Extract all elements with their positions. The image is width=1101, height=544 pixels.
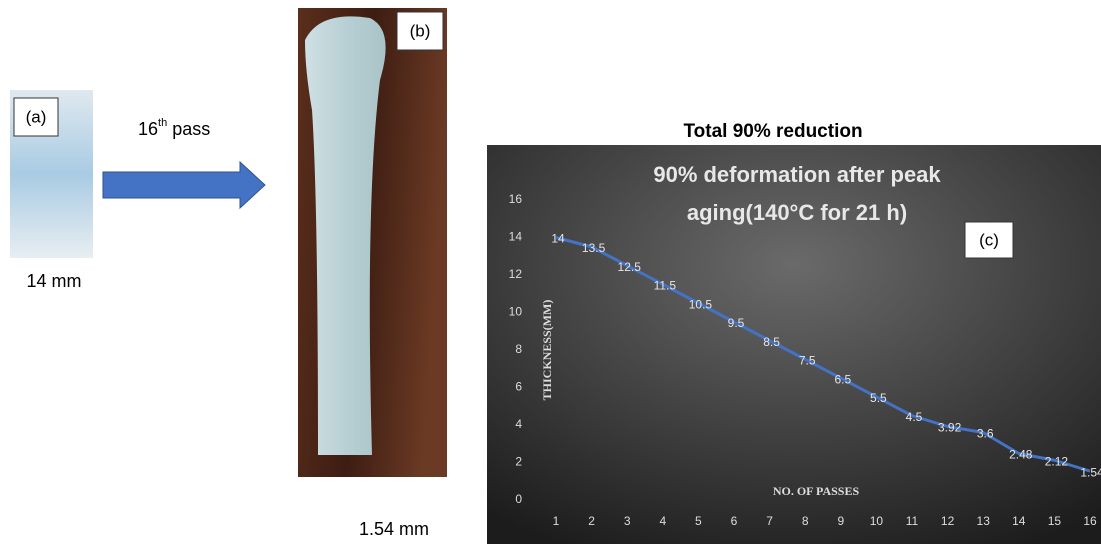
x-tick-label: 5 [695,514,702,528]
data-label: 7.5 [799,354,816,368]
data-label: 8.5 [763,335,780,349]
chart-title: 90% deformation after peak [653,162,941,187]
x-tick-label: 16 [1083,514,1097,528]
x-tick-label: 13 [977,514,991,528]
figure: (a) 14 mm 16th pass (b) 1.54 mm Total 90… [0,0,1101,544]
y-tick-label: 12 [509,267,523,281]
x-tick-label: 7 [766,514,773,528]
data-label: 9.5 [728,316,745,330]
x-tick-label: 11 [906,514,919,528]
x-tick-label: 14 [1012,514,1026,528]
data-label: 6.5 [834,372,851,386]
data-label: 5.5 [870,391,887,405]
size-label: 14 mm [26,271,81,291]
panel-label: (b) [410,21,431,40]
x-tick-label: 8 [802,514,809,528]
pass-text: pass [167,119,210,139]
superscript: th [158,117,167,129]
arrow-text: 16th pass [138,117,210,139]
data-label: 3.92 [938,421,962,435]
data-label: 3.6 [977,427,994,441]
data-label: 10.5 [689,297,713,311]
y-axis-label: THICKNESS(MM) [540,300,554,401]
y-tick-label: 2 [515,455,522,469]
data-label: 13.5 [582,241,606,255]
x-tick-label: 9 [837,514,844,528]
figure-title: Total 90% reduction [683,121,862,142]
data-label: 14 [551,232,565,246]
panel-label: (c) [979,230,999,249]
x-tick-label: 2 [588,514,595,528]
size-label: 1.54 mm [359,519,429,539]
arrow [103,162,265,208]
x-tick-label: 15 [1048,514,1062,528]
pass-number: 16 [138,119,158,139]
data-label: 2.48 [1009,448,1033,462]
data-label: 12.5 [618,260,642,274]
x-tick-label: 6 [731,514,738,528]
x-tick-label: 4 [659,514,666,528]
data-label: 1.54 [1080,465,1101,479]
y-tick-label: 6 [515,380,522,394]
chart: 90% deformation after peak aging(140°C f… [487,145,1101,544]
y-tick-label: 0 [515,492,522,506]
data-label: 2.12 [1045,454,1069,468]
x-tick-label: 12 [941,514,955,528]
data-label: 4.5 [906,410,923,424]
x-tick-label: 3 [624,514,631,528]
panel-label: (a) [26,107,47,126]
x-tick-label: 1 [553,514,560,528]
x-axis-label: NO. OF PASSES [773,484,860,498]
y-tick-label: 10 [509,305,523,319]
chart-title: aging(140°C for 21 h) [687,200,907,225]
y-tick-label: 14 [509,230,523,244]
y-tick-label: 4 [515,417,522,431]
y-tick-label: 8 [515,342,522,356]
data-label: 11.5 [654,279,677,293]
x-tick-label: 10 [870,514,884,528]
y-tick-label: 16 [509,192,523,206]
